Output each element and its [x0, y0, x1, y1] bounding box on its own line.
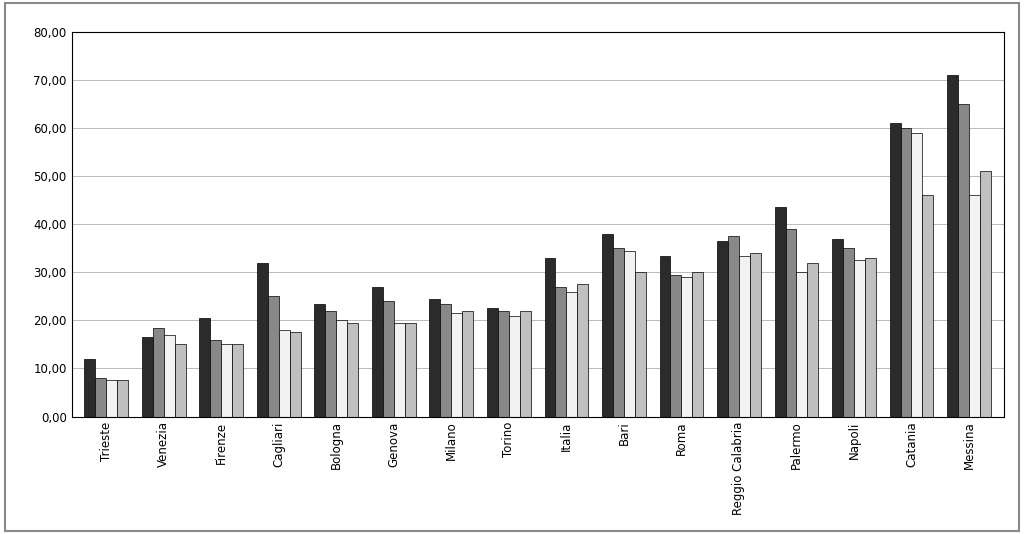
Bar: [175, 344, 185, 417]
Bar: [750, 253, 761, 417]
Bar: [314, 303, 326, 417]
Bar: [671, 274, 681, 417]
Bar: [268, 296, 279, 417]
Bar: [440, 303, 452, 417]
Bar: [257, 263, 268, 417]
Bar: [347, 323, 358, 417]
Bar: [774, 207, 785, 417]
Bar: [232, 344, 243, 417]
Bar: [509, 316, 520, 417]
Bar: [142, 337, 153, 417]
Bar: [555, 287, 566, 417]
Bar: [520, 311, 530, 417]
Bar: [602, 234, 613, 417]
Bar: [452, 313, 462, 417]
Bar: [290, 332, 301, 417]
Bar: [739, 256, 750, 417]
Bar: [833, 239, 843, 417]
Bar: [404, 323, 416, 417]
Bar: [487, 308, 498, 417]
Bar: [958, 104, 969, 417]
Bar: [635, 272, 646, 417]
Bar: [865, 258, 876, 417]
Bar: [545, 258, 555, 417]
Bar: [462, 311, 473, 417]
Bar: [692, 272, 703, 417]
Bar: [394, 323, 404, 417]
Bar: [372, 287, 383, 417]
Bar: [429, 299, 440, 417]
Bar: [624, 251, 635, 417]
Bar: [279, 330, 290, 417]
Bar: [210, 340, 221, 417]
Bar: [900, 128, 911, 417]
Bar: [717, 241, 728, 417]
Bar: [117, 380, 128, 417]
Bar: [728, 236, 739, 417]
Bar: [578, 284, 588, 417]
Bar: [326, 311, 336, 417]
Bar: [797, 272, 807, 417]
Bar: [854, 260, 865, 417]
Bar: [947, 75, 958, 417]
Bar: [681, 277, 692, 417]
Bar: [969, 195, 980, 417]
Bar: [95, 378, 106, 417]
Bar: [807, 263, 818, 417]
Bar: [106, 380, 117, 417]
Bar: [498, 311, 509, 417]
Bar: [613, 248, 624, 417]
Bar: [566, 292, 578, 417]
Bar: [843, 248, 854, 417]
Bar: [336, 320, 347, 417]
Bar: [153, 327, 164, 417]
Bar: [659, 256, 671, 417]
Bar: [923, 195, 933, 417]
Bar: [84, 359, 95, 417]
Bar: [221, 344, 232, 417]
Bar: [200, 318, 210, 417]
Bar: [785, 229, 797, 417]
Bar: [980, 171, 991, 417]
Bar: [164, 335, 175, 417]
Bar: [911, 133, 923, 417]
Bar: [383, 301, 394, 417]
Bar: [890, 123, 900, 417]
